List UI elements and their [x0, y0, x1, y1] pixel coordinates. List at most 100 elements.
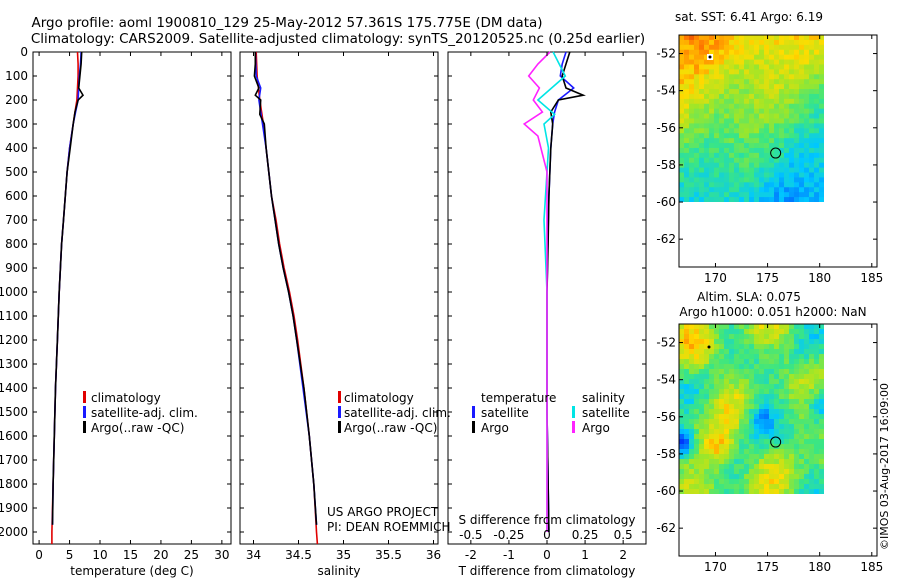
- map-cell: [804, 133, 810, 139]
- depth-axis: 0100200300400500600700800900100011001200…: [0, 45, 646, 539]
- map-cell: [724, 374, 730, 380]
- map-cell: [774, 138, 780, 144]
- map-cell: [719, 354, 725, 360]
- map-cell: [789, 177, 795, 183]
- map-cell: [734, 404, 740, 410]
- map-cell: [784, 329, 790, 335]
- map-cell: [759, 394, 765, 400]
- map-cell: [759, 369, 765, 375]
- legend-label-t-satellite: satellite: [481, 406, 529, 420]
- map-cell: [689, 84, 695, 90]
- map-cell: [789, 172, 795, 179]
- map-cell: [734, 354, 740, 360]
- map-cell: [724, 454, 730, 460]
- map-cell: [814, 384, 820, 390]
- map-cell: [729, 128, 735, 134]
- map-cell: [739, 128, 745, 134]
- map-cell: [764, 359, 770, 365]
- s-tick-label: 0: [543, 528, 551, 542]
- map-cell: [804, 439, 810, 445]
- map-cell: [814, 103, 820, 110]
- map-cell: [779, 359, 785, 365]
- map-cell: [764, 334, 770, 340]
- map-cell: [749, 419, 755, 425]
- map-cell: [804, 147, 810, 154]
- map-cell: [779, 74, 785, 80]
- map-cell: [729, 414, 735, 420]
- map-cell: [679, 464, 685, 470]
- map-cell: [819, 429, 824, 435]
- map-cell: [714, 123, 720, 129]
- map-cell: [684, 464, 690, 470]
- depth-tick-label: 200: [5, 93, 28, 107]
- map-cell: [694, 399, 700, 405]
- map-cell: [784, 454, 790, 460]
- map-cell: [804, 143, 810, 149]
- map-cell: [779, 182, 785, 188]
- map-cell: [699, 329, 705, 335]
- map-cell: [779, 469, 785, 475]
- map-cell: [714, 35, 720, 41]
- map-cell: [694, 113, 700, 120]
- map-cell: [759, 379, 765, 385]
- map-y-tick-label: -60: [656, 484, 676, 498]
- map-cell: [679, 147, 685, 154]
- map-cell: [704, 59, 710, 66]
- map-cell: [699, 369, 705, 375]
- map-cell: [729, 152, 735, 159]
- map-cell: [744, 182, 750, 188]
- map-cell: [734, 429, 740, 435]
- map-cell: [699, 54, 705, 61]
- map-cell: [789, 69, 795, 75]
- map-cell: [694, 444, 700, 450]
- map-cell: [724, 177, 730, 183]
- map-cell: [744, 84, 750, 90]
- map-cell: [779, 409, 785, 415]
- map-cell: [769, 444, 775, 450]
- map-cell: [744, 192, 750, 198]
- map-cell: [724, 409, 730, 415]
- map-cell: [774, 344, 780, 350]
- map-cell: [699, 123, 705, 129]
- map-cell: [754, 464, 760, 470]
- map-cell: [779, 329, 785, 335]
- map-cell: [784, 84, 790, 90]
- map-cell: [694, 364, 700, 370]
- map-cell: [804, 197, 810, 202]
- pi-label: PI: DEAN ROEMMICH: [327, 520, 450, 534]
- map-cell: [774, 69, 780, 75]
- map-cell: [764, 182, 770, 188]
- map-cell: [739, 59, 745, 66]
- map-cell: [744, 359, 750, 365]
- map-cell: [804, 434, 810, 440]
- map-cell: [749, 167, 755, 174]
- map-cell: [749, 69, 755, 75]
- map-cell: [809, 187, 815, 193]
- map-cell: [729, 74, 735, 80]
- map-cell: [709, 464, 715, 470]
- map-cell: [784, 113, 790, 120]
- map-cell: [709, 108, 715, 115]
- map-cell: [724, 133, 730, 139]
- argo-position-marker: [770, 436, 782, 448]
- map-cell: [719, 404, 725, 410]
- map-cell: [759, 344, 765, 350]
- map-cell: [734, 74, 740, 80]
- map-cell: [749, 152, 755, 159]
- map-cell: [684, 64, 690, 70]
- map-cell: [709, 123, 715, 129]
- map-cell: [704, 187, 710, 193]
- map-cell: [699, 454, 705, 460]
- map-cell: [814, 444, 820, 450]
- map-cell: [819, 419, 824, 425]
- map-cell: [729, 79, 735, 85]
- map-cell: [689, 474, 695, 480]
- map-cell: [709, 152, 715, 159]
- depth-tick-label: 1200: [0, 333, 28, 347]
- map-cell: [784, 479, 790, 485]
- map-cell: [764, 439, 770, 445]
- figure-title-line2: Climatology: CARS2009. Satellite-adjuste…: [31, 31, 645, 47]
- map-cell: [774, 414, 780, 420]
- depth-tick-label: 2000: [0, 525, 28, 539]
- map-cell: [689, 459, 695, 465]
